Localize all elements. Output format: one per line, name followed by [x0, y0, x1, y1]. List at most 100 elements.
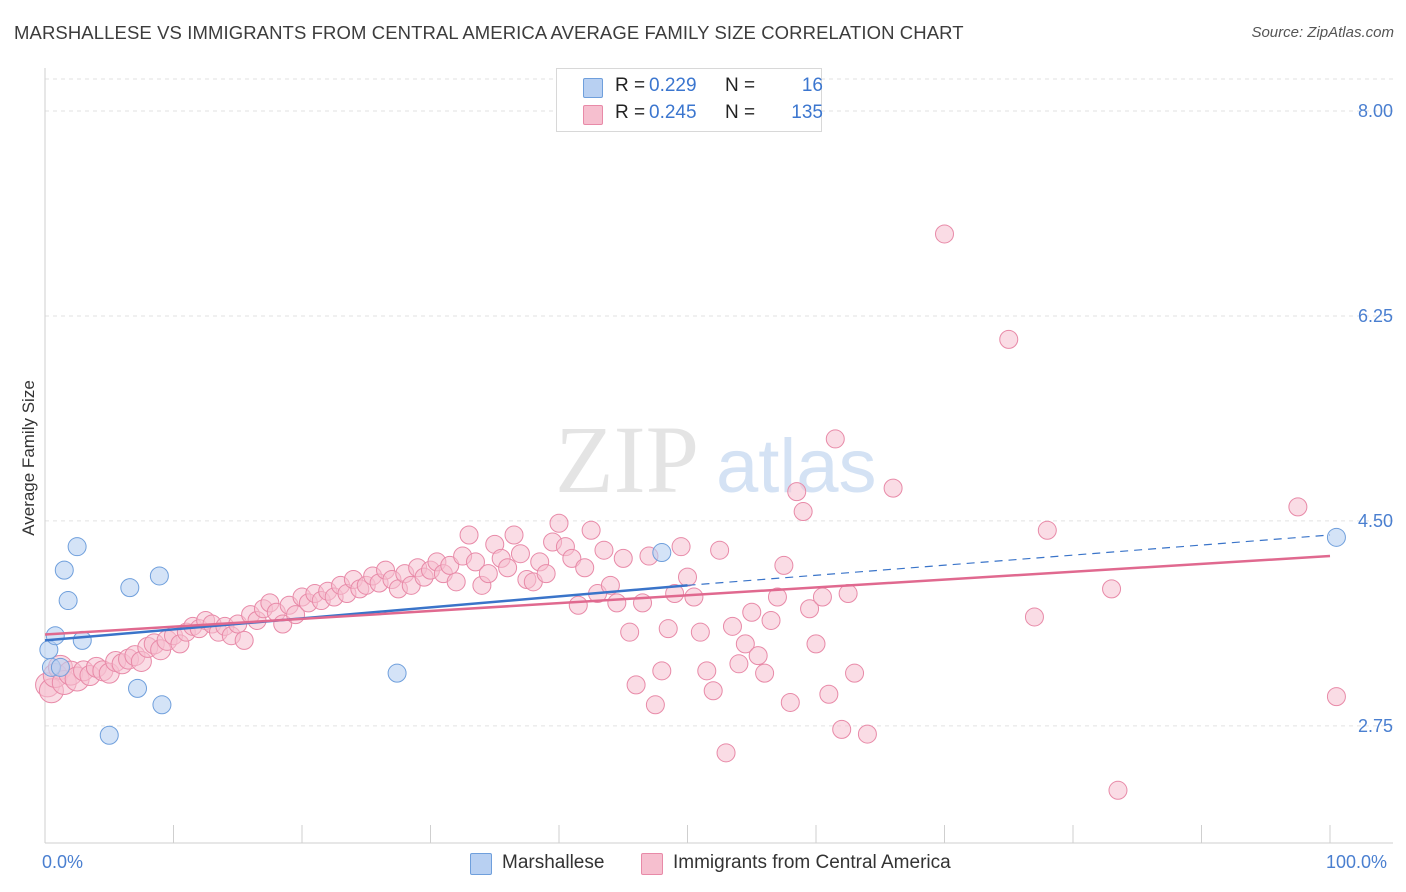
pink-point: [1024, 607, 1044, 627]
pink-point: [703, 681, 723, 701]
pink-point: [838, 584, 858, 604]
pink-point: [780, 692, 800, 712]
trend-lines: [44, 534, 1331, 642]
blue-point: [387, 663, 407, 683]
pink-point: [600, 575, 620, 595]
source-label: Source: ZipAtlas.com: [1251, 24, 1394, 41]
pink-point: [697, 661, 717, 681]
chart-title: MARSHALLESE VS IMMIGRANTS FROM CENTRAL A…: [14, 22, 964, 43]
pink-point: [536, 564, 556, 584]
grid-lines: [45, 78, 1393, 727]
blue-point: [149, 566, 169, 586]
legend-n-label: N =: [725, 102, 756, 123]
x-tick-label-start: 0.0%: [42, 852, 84, 872]
pink-point: [562, 548, 582, 568]
pink-point: [504, 525, 524, 545]
pink-point: [774, 555, 794, 575]
blue-trend-extension: [687, 534, 1331, 586]
pink-point: [999, 329, 1019, 349]
y-tick-labels: 2.75 4.50 6.25 8.00: [1358, 101, 1393, 736]
blue-trend-line: [44, 584, 688, 642]
legend-n-label: N =: [725, 75, 756, 96]
pink-point: [729, 654, 749, 674]
pink-point: [812, 587, 832, 607]
pink-point: [234, 630, 254, 650]
legend-r-label: R =: [615, 75, 646, 96]
pink-point: [832, 719, 852, 739]
pink-point: [800, 599, 820, 619]
watermark-zip: ZIP: [555, 406, 699, 513]
blue-point: [54, 560, 74, 580]
pink-point: [549, 513, 569, 533]
blue-point: [45, 626, 65, 646]
blue-point: [50, 657, 70, 677]
pink-point: [742, 602, 762, 622]
pink-point: [581, 520, 601, 540]
pink-point: [498, 558, 518, 578]
pink-series-points: [35, 224, 1346, 800]
pink-point: [1288, 497, 1308, 517]
pink-point: [678, 567, 697, 587]
pink-point: [767, 587, 787, 607]
pink-point: [658, 619, 678, 639]
legend-n-value: 135: [791, 102, 823, 123]
pink-point: [478, 564, 498, 584]
y-tick-label: 8.00: [1358, 101, 1393, 121]
pink-trend-line: [44, 554, 1331, 636]
pink-point: [716, 743, 736, 763]
pink-point: [935, 224, 954, 244]
pink-point: [568, 595, 588, 615]
legend-swatch-blue: [583, 78, 603, 98]
axes: [44, 68, 1393, 844]
pink-point: [748, 646, 768, 666]
pink-point: [620, 622, 640, 642]
correlation-legend: R = 0.229 N = 16 R = 0.245 N = 135: [556, 68, 823, 132]
pink-point: [825, 429, 845, 449]
watermark: ZIP atlas: [555, 406, 877, 513]
pink-point: [510, 544, 530, 564]
legend-r-value: 0.245: [649, 102, 697, 123]
pink-point: [755, 663, 775, 683]
pink-point: [665, 584, 685, 604]
pink-point: [575, 558, 595, 578]
blue-point: [67, 537, 87, 557]
pink-point: [684, 587, 704, 607]
pink-point: [690, 622, 710, 642]
y-tick-label: 6.25: [1358, 306, 1393, 326]
blue-point: [72, 630, 92, 650]
blue-point: [652, 543, 672, 563]
blue-point: [128, 678, 148, 698]
x-tick-label-end: 100.0%: [1326, 852, 1388, 872]
legend-label: Immigrants from Central America: [673, 852, 951, 873]
pink-point: [652, 661, 672, 681]
pink-point: [440, 555, 460, 575]
legend-swatch-blue: [470, 853, 492, 875]
blue-point: [120, 578, 140, 598]
pink-point: [787, 482, 807, 502]
pink-point: [1108, 780, 1128, 800]
blue-point: [152, 695, 172, 715]
pink-point: [626, 675, 646, 695]
pink-point: [446, 572, 466, 592]
pink-point: [761, 610, 781, 630]
legend-swatch-pink: [641, 853, 663, 875]
y-axis-label: Average Family Size: [19, 380, 38, 536]
legend-label: Marshallese: [502, 852, 605, 873]
legend-r-label: R =: [615, 102, 646, 123]
pink-point: [845, 663, 865, 683]
pink-point: [883, 478, 903, 498]
pink-point: [710, 540, 730, 560]
pink-point: [722, 616, 742, 636]
blue-point: [58, 591, 78, 611]
legend-swatch-pink: [583, 105, 603, 125]
y-tick-label: 4.50: [1358, 511, 1393, 531]
series-legend: Marshallese Immigrants from Central Amer…: [0, 852, 1406, 878]
pink-point: [645, 695, 665, 715]
pink-point: [594, 540, 614, 560]
blue-series-points: [39, 527, 1346, 745]
pink-point: [806, 634, 826, 654]
legend-n-value: 16: [801, 75, 823, 96]
legend-r-value: 0.229: [649, 75, 697, 96]
pink-point: [1037, 520, 1057, 540]
